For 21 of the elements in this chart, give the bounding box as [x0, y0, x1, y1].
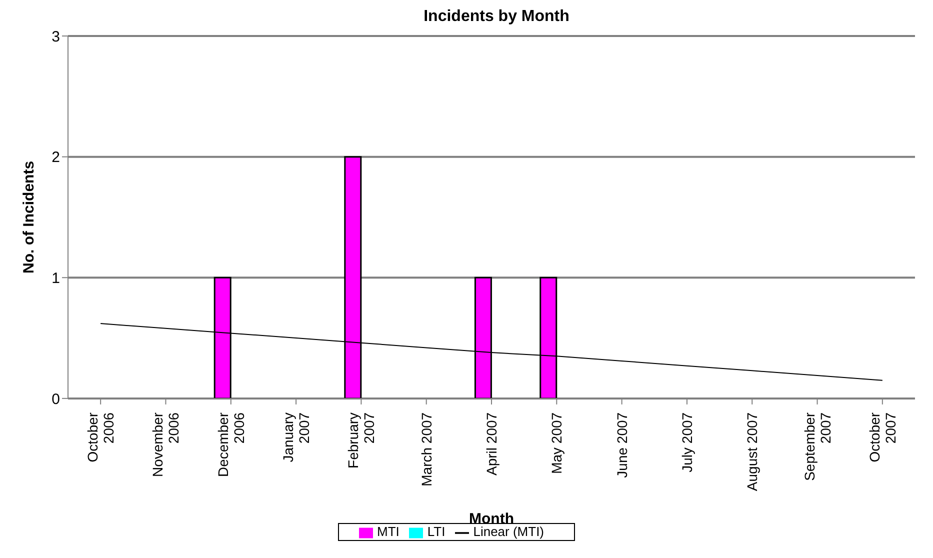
x-tick-label: March 2007	[418, 412, 434, 486]
x-tick-label: May 2007	[548, 412, 565, 474]
x-tick-label: October 2007	[866, 412, 898, 462]
x-tick-label: July 2007	[678, 412, 695, 472]
y-tick-label: 1	[52, 270, 60, 287]
x-tick-label: April 2007	[484, 412, 500, 476]
x-tick-label: August 2007	[744, 412, 760, 492]
x-tick-label: February 2007	[345, 412, 378, 468]
x-tick-label: June 2007	[614, 412, 630, 478]
y-tick-label: 0	[52, 390, 60, 408]
chart-title: Incidents by Month	[422, 8, 570, 26]
legend-label: LTI	[427, 524, 446, 540]
legend-label: MTI	[377, 524, 400, 540]
y-tick-label: 3	[52, 28, 60, 46]
x-tick-label: November 2006	[150, 412, 182, 478]
x-tick-label: September 2007	[801, 412, 834, 481]
x-tick-label: December 2006	[214, 412, 247, 478]
y-axis-title: No. of Incidents	[20, 160, 38, 274]
y-tick-label: 2	[52, 149, 60, 166]
x-tick-label: January 2007	[280, 412, 312, 462]
x-tick-label: October 2006	[84, 412, 117, 462]
